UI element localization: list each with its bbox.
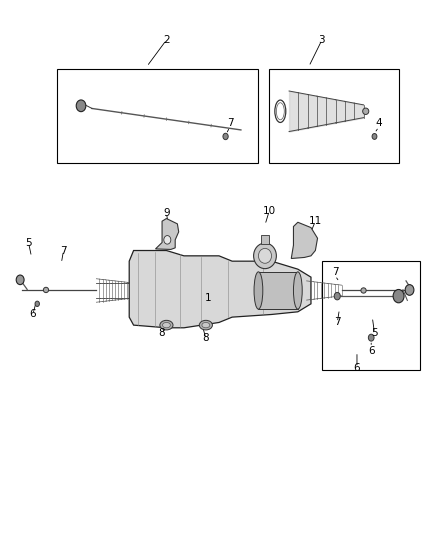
Text: 8: 8 (159, 328, 166, 338)
Text: 9: 9 (163, 208, 170, 218)
Bar (258, 272, 298, 309)
Bar (261, 235, 269, 244)
Text: 1: 1 (205, 294, 212, 303)
Text: 6: 6 (368, 346, 374, 356)
Text: 2: 2 (163, 35, 170, 45)
Ellipse shape (164, 236, 171, 244)
Bar (322, 261, 420, 370)
Text: 6: 6 (29, 310, 36, 319)
Ellipse shape (223, 133, 228, 140)
Polygon shape (291, 222, 318, 259)
Ellipse shape (258, 248, 272, 263)
Ellipse shape (35, 301, 39, 306)
Text: 7: 7 (226, 118, 233, 128)
Text: 5: 5 (371, 328, 378, 338)
Text: 7: 7 (60, 246, 67, 255)
Polygon shape (129, 251, 311, 328)
Text: 11: 11 (309, 216, 322, 226)
Ellipse shape (361, 288, 366, 293)
Text: 3: 3 (318, 35, 325, 45)
Text: 6: 6 (353, 363, 360, 373)
Ellipse shape (363, 108, 369, 115)
Text: 7: 7 (332, 267, 339, 277)
Text: 7: 7 (334, 318, 341, 327)
Ellipse shape (368, 334, 374, 341)
Ellipse shape (293, 272, 302, 309)
Bar (57, 69, 258, 163)
Text: 5: 5 (25, 238, 32, 247)
Ellipse shape (405, 285, 414, 295)
Polygon shape (155, 219, 179, 249)
Ellipse shape (254, 243, 276, 269)
Ellipse shape (202, 322, 210, 328)
Ellipse shape (162, 322, 170, 328)
Ellipse shape (254, 272, 263, 309)
Ellipse shape (43, 287, 49, 293)
Text: 4: 4 (375, 118, 382, 128)
Bar (269, 69, 399, 163)
Text: 8: 8 (202, 334, 209, 343)
Ellipse shape (160, 320, 173, 330)
Ellipse shape (16, 275, 24, 285)
Text: 10: 10 (263, 206, 276, 215)
Ellipse shape (372, 133, 377, 140)
Ellipse shape (199, 320, 212, 330)
Ellipse shape (76, 100, 86, 112)
Ellipse shape (334, 293, 340, 300)
Ellipse shape (393, 289, 404, 303)
